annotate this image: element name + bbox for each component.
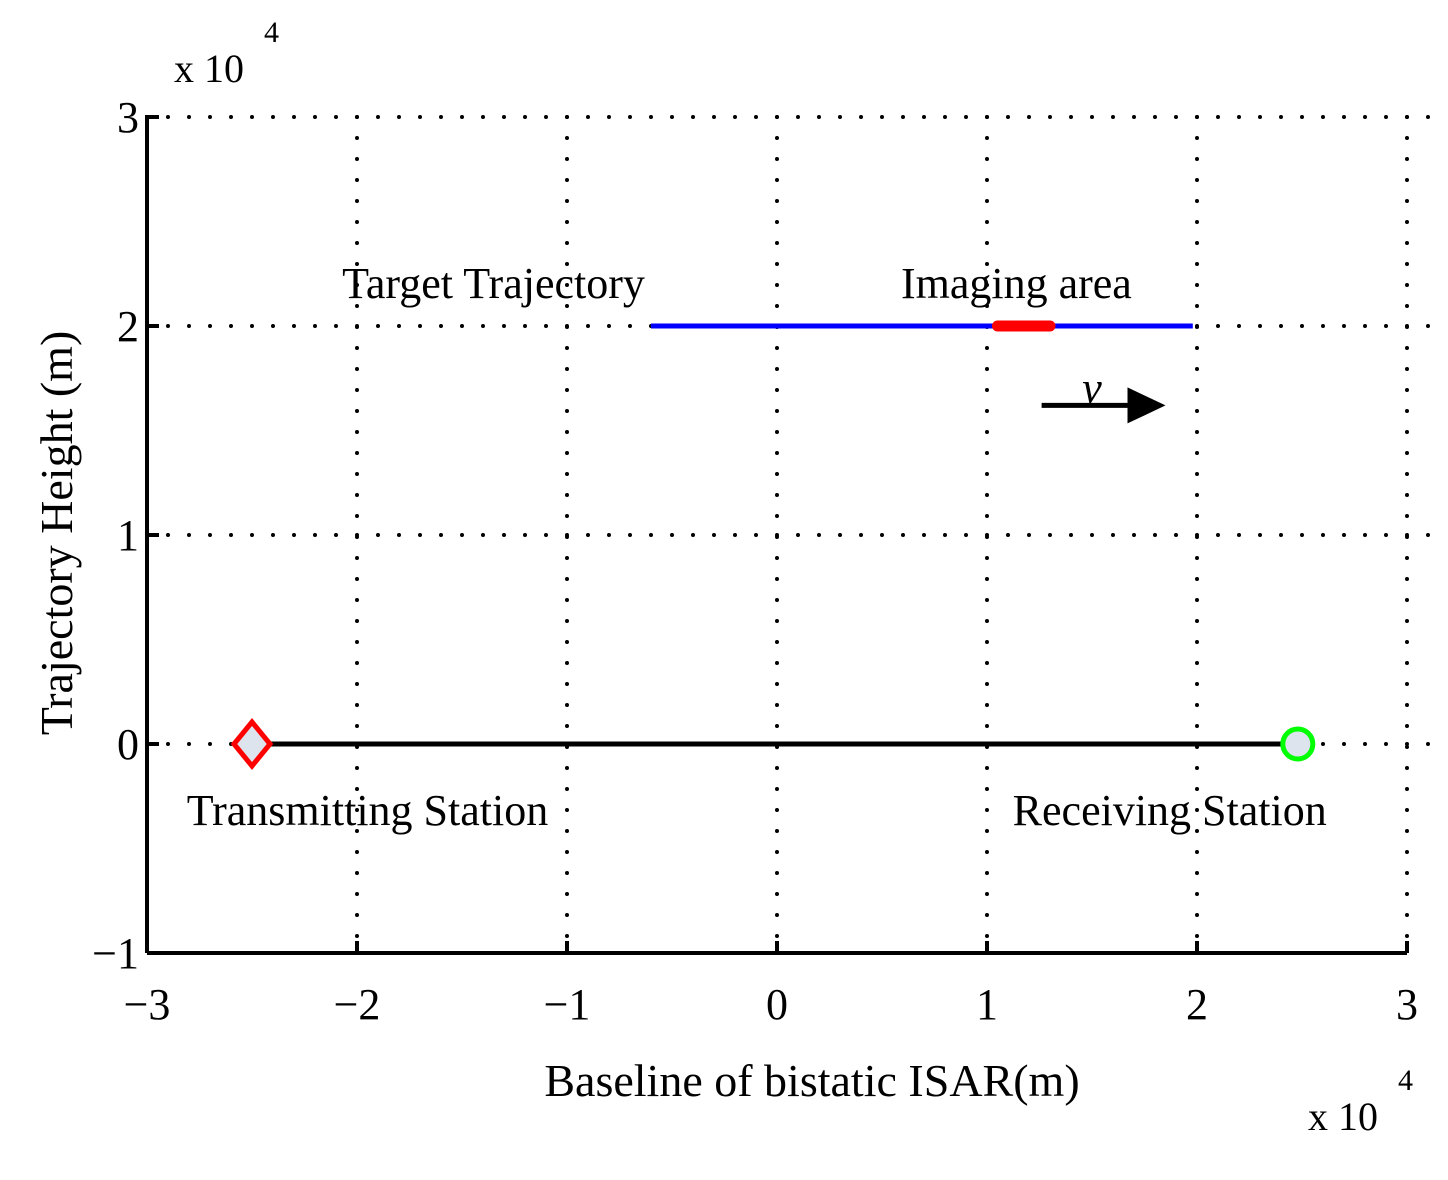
annotation-label: Imaging area (901, 259, 1132, 308)
x-axis-label: Baseline of bistatic ISAR(m) (544, 1055, 1079, 1106)
x-tick-label: −1 (544, 980, 591, 1029)
axes (145, 115, 1409, 955)
x-tick-label: 2 (1186, 980, 1208, 1029)
y-multiplier-base: x 10 (174, 46, 244, 91)
annotations: Target Trajectory Imaging area Transmittin… (187, 259, 1327, 835)
x-tick-label: 1 (976, 980, 998, 1029)
x-multiplier-base: x 10 (1308, 1094, 1378, 1139)
x-tick-label: −2 (334, 980, 381, 1029)
y-tick-label: −1 (92, 929, 139, 978)
y-tick-label: 0 (117, 720, 139, 769)
y-axis-multiplier: x 10 4 (174, 16, 279, 91)
annotation-label: Target Trajectory (342, 259, 645, 308)
grid-lines (145, 115, 1439, 955)
series-layer (230, 320, 1316, 770)
annotation-label: Receiving Station (1013, 786, 1327, 835)
y-multiplier-exponent: 4 (264, 16, 279, 49)
transmitter-diamond-marker (230, 718, 274, 770)
receiver-circle-marker (1280, 726, 1316, 762)
x-axis-multiplier: x 10 4 (1308, 1064, 1413, 1139)
x-tick-label: 0 (766, 980, 788, 1029)
y-axis-label: Trajectory Height (m) (31, 331, 82, 736)
y-tick-label: 1 (117, 511, 139, 560)
velocity-label: v (1082, 364, 1102, 413)
y-tick-label: 2 (117, 302, 139, 351)
annotation-label: Transmitting Station (187, 786, 548, 835)
velocity-arrow-head (1127, 387, 1166, 424)
x-tick-label: 3 (1396, 980, 1418, 1029)
tick-labels: −3 −2 −1 0 1 2 3 −1 0 1 2 3 (92, 93, 1418, 1029)
y-tick-label: 3 (117, 93, 139, 142)
x-multiplier-exponent: 4 (1398, 1064, 1413, 1097)
x-tick-label: −3 (124, 980, 171, 1029)
